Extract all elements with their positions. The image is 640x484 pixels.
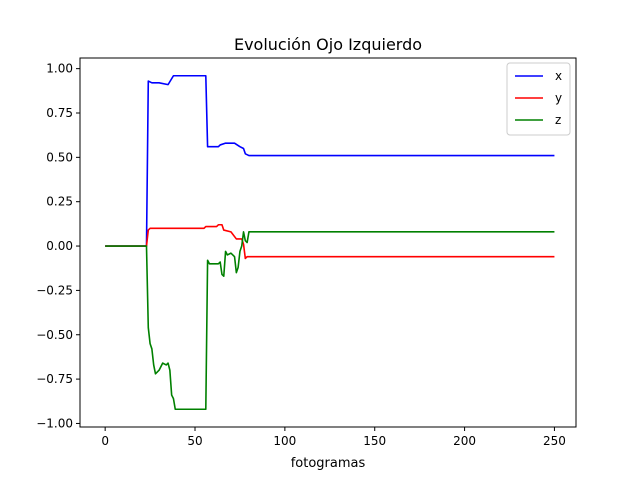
x-tick-label: 150	[363, 434, 386, 448]
legend-label-z: z	[555, 113, 561, 127]
x-tick-label: 250	[543, 434, 566, 448]
series-line-y	[105, 223, 555, 260]
y-tick-label: 1.00	[46, 62, 73, 76]
x-tick-label: 50	[187, 434, 202, 448]
y-tick-label: 0.00	[46, 239, 73, 253]
series-line-x	[105, 74, 555, 247]
x-axis: 0 50 100 150 200 250	[101, 427, 566, 448]
legend-box	[506, 62, 571, 136]
series-lines	[105, 74, 555, 411]
y-tick-label: 0.75	[46, 106, 73, 120]
y-tick-label: 0.25	[46, 195, 73, 209]
y-tick-label: −0.25	[36, 283, 73, 297]
x-tick-label: 0	[101, 434, 109, 448]
chart-title: Evolución Ojo Izquierdo	[234, 35, 422, 54]
plot-frame	[79, 57, 577, 428]
y-tick-label: −1.00	[36, 416, 73, 430]
y-tick-label: 0.50	[46, 150, 73, 164]
y-tick-label: −0.50	[36, 328, 73, 342]
y-tick-label: −0.75	[36, 372, 73, 386]
legend-label-x: x	[555, 69, 562, 83]
x-axis-label: fotogramas	[291, 456, 366, 471]
y-axis: −1.00 −0.75 −0.50 −0.25 0.00 0.25 0.50 0.75 1.00	[36, 62, 80, 430]
x-tick-label: 200	[453, 434, 476, 448]
series-line-z	[105, 231, 555, 411]
legend: xyz	[506, 62, 571, 136]
plot-area	[79, 57, 577, 428]
x-tick-label: 100	[273, 434, 296, 448]
legend-label-y: y	[555, 91, 562, 105]
